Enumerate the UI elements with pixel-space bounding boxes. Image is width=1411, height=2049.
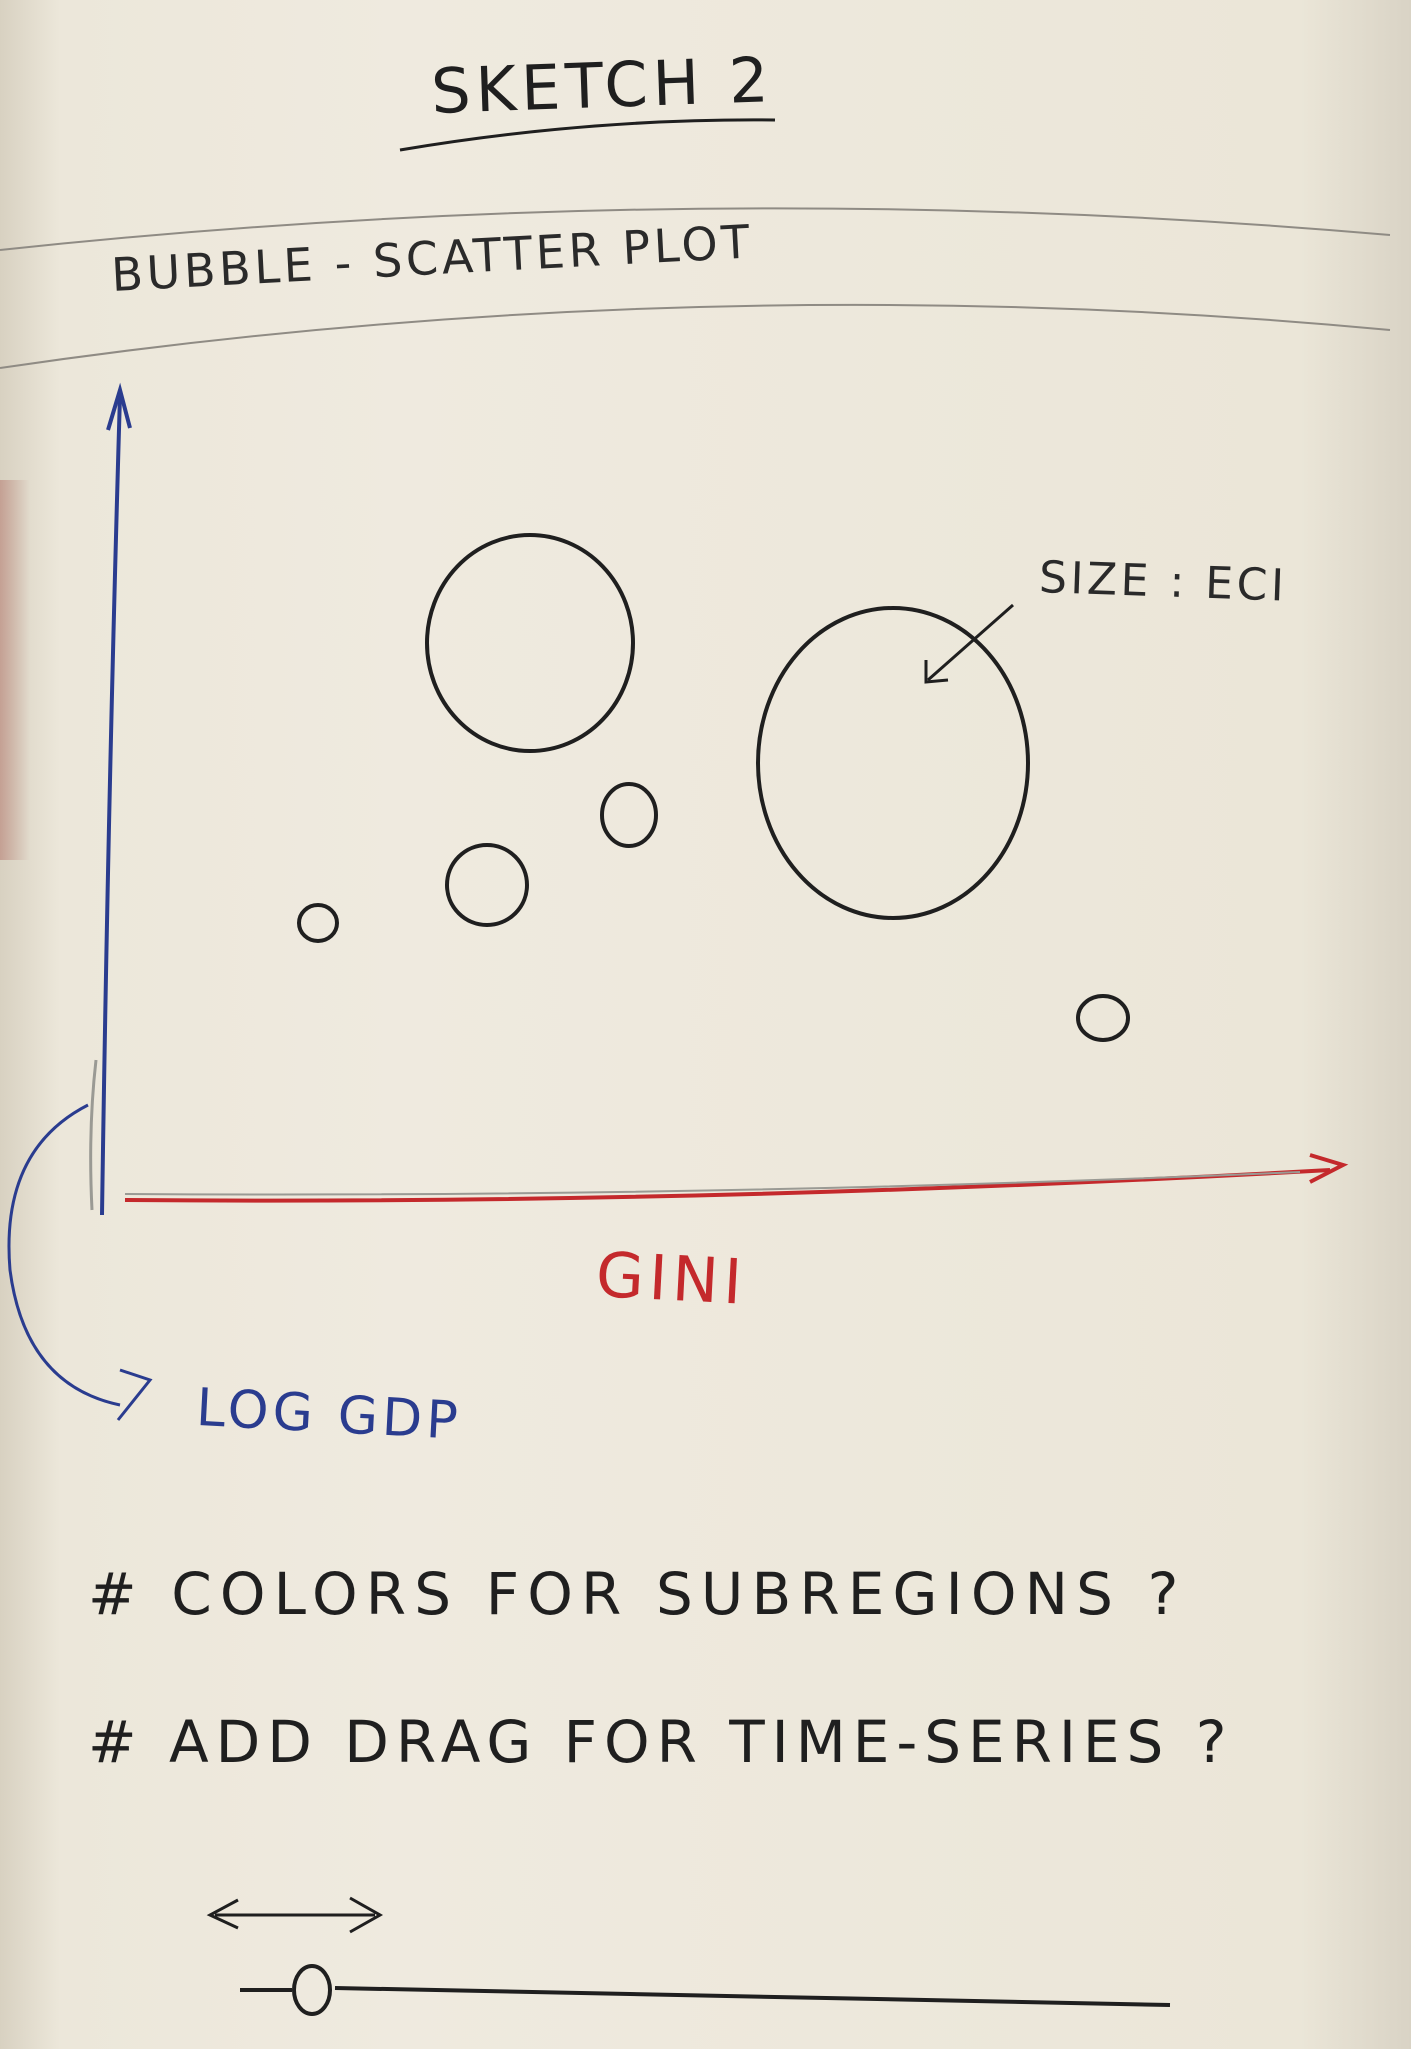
sketch-title: SKETCH 2 [430,43,775,128]
time-slider-handle [292,1964,332,2016]
bubble [1076,994,1130,1042]
bubble [425,533,635,753]
ruled-line-bottom [0,303,1391,369]
ruled-line-top [0,207,1391,251]
x-axis-line [124,1168,1331,1203]
x-axis-arrowhead [1309,1153,1349,1184]
y-axis-line [100,394,122,1216]
y-label-pointer [7,1103,121,1407]
note-drag: # ADD DRAG FOR TIME-SERIES ? [88,1708,1234,1776]
bubble [445,843,529,927]
time-slider-track [240,1986,1171,2007]
finger-shadow [0,480,30,860]
drag-hint-arrow-right-head [349,1896,384,1934]
bubble [756,606,1030,920]
note-colors: # COLORS FOR SUBREGIONS ? [88,1560,1187,1628]
size-annotation: SIZE : ECI [1038,552,1289,612]
size-annotation-arrowhead [924,660,949,684]
size-annotation-arrow [927,603,1014,682]
y-label-pointer-head [116,1368,153,1421]
drag-hint-arrow-left-head [206,1898,239,1930]
x-axis-pencil [124,1171,1301,1196]
y-axis-arrowhead [106,382,132,431]
y-axis-pencil [89,1059,98,1211]
bubble [297,903,339,943]
bubbles [297,533,1130,1042]
bubble [600,782,658,848]
x-axis-label: GINI [594,1238,749,1319]
title-underline [399,118,776,152]
